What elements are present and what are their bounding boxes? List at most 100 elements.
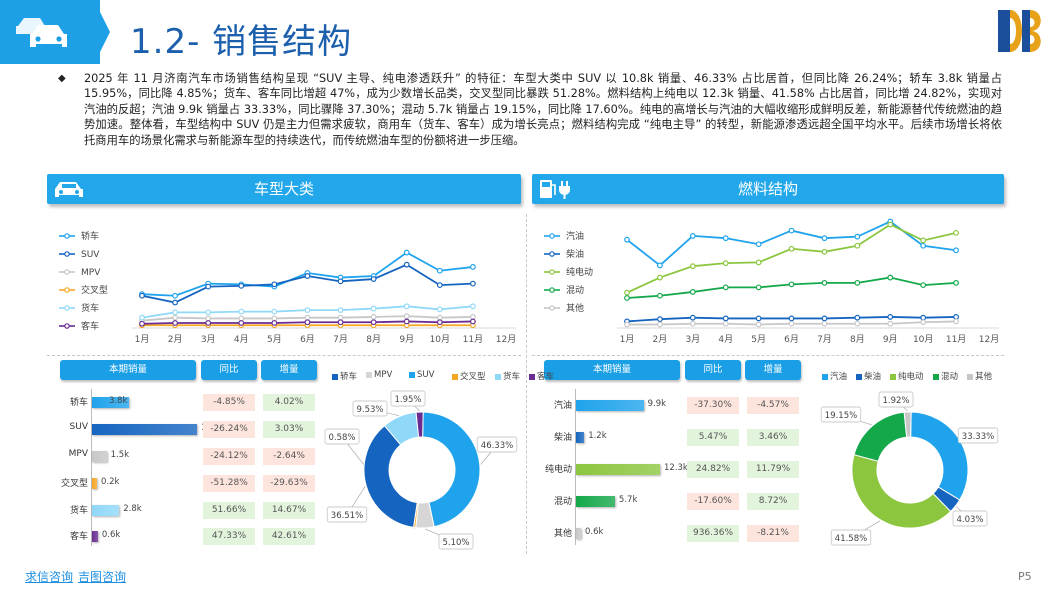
fuel-row-label: 混动 bbox=[553, 497, 572, 507]
brand-logo-icon bbox=[998, 10, 1041, 52]
vehicle-table-axis-line bbox=[91, 389, 92, 546]
fuel-donut-legend-label: 混动 bbox=[941, 372, 959, 382]
fuel-sales-bar bbox=[576, 432, 585, 443]
vehicle-line-data-point bbox=[271, 308, 278, 315]
vehicle-donut-value-label: 46.33% bbox=[481, 441, 513, 451]
bullet-icon: ◆ bbox=[58, 73, 66, 84]
fuel-bar-value-label: 1.2k bbox=[588, 431, 607, 441]
fuel-line-data-point bbox=[722, 260, 729, 267]
vehicle-yoy-cell: -24.12% bbox=[203, 448, 255, 465]
fuel-line-legend-marker bbox=[549, 233, 555, 239]
fuel-line-legend-label: 汽油 bbox=[566, 230, 584, 242]
fuel-line-data-point bbox=[657, 321, 663, 328]
fuel-bar-value-label: 0.6k bbox=[585, 527, 604, 537]
vehicle-line-data-point bbox=[271, 320, 278, 326]
footer-link-1[interactable]: 求信咨询 bbox=[25, 570, 74, 584]
table-header-sales-vehicle: 本期销量 bbox=[60, 360, 196, 380]
fuel-donut-legend-swatch bbox=[933, 373, 939, 380]
fuel-donut-legend-swatch bbox=[856, 373, 862, 380]
vehicle-mom-cell: 42.61% bbox=[263, 528, 315, 546]
fuel-donut-value-label-box bbox=[957, 427, 999, 444]
vehicle-donut-value-label: 5.10% bbox=[442, 538, 469, 548]
vehicle-yoy-cell: -51.28% bbox=[203, 474, 255, 492]
vehicle-line-data-point bbox=[139, 320, 145, 327]
vehicle-line-data-point bbox=[370, 319, 377, 326]
fuel-line-legend-marker bbox=[549, 287, 555, 293]
table-header-sales-fuel: 本期销量 bbox=[544, 360, 680, 380]
fuel-line-data-point bbox=[920, 242, 927, 249]
vehicle-line-data-point bbox=[139, 314, 145, 321]
fuel-line-x-tick-label: 4月 bbox=[718, 334, 733, 345]
vehicle-line-data-point bbox=[403, 249, 410, 256]
vehicle-donut-legend-item: 交叉型 bbox=[452, 370, 486, 382]
fuel-donut-value-label-box bbox=[830, 529, 872, 546]
vehicle-sales-bar bbox=[92, 531, 98, 543]
fuel-line-data-point bbox=[689, 263, 696, 270]
vehicle-donut-legend-label: MPV bbox=[374, 370, 393, 380]
fuel-line-data-point bbox=[788, 281, 795, 288]
vehicle-row-label: 轿车 bbox=[69, 398, 88, 409]
fuel-line-legend-label: 纯电动 bbox=[566, 266, 593, 278]
vehicle-line-legend-marker bbox=[64, 251, 70, 257]
fuel-yoy-cell: 24.82% bbox=[687, 461, 739, 478]
vehicle-line-data-point bbox=[470, 264, 476, 270]
fuel-row-label: 汽油 bbox=[553, 401, 572, 411]
vehicle-line-data-point bbox=[172, 299, 178, 306]
fuel-yoy-cell: -17.60% bbox=[687, 493, 739, 510]
fuel-line-data-point bbox=[755, 259, 762, 266]
vehicle-donut-value-label-box bbox=[324, 428, 360, 445]
fuel-donut-legend-swatch bbox=[967, 373, 973, 380]
fuel-line-data-point bbox=[920, 237, 927, 244]
vehicle-line-data-point bbox=[238, 282, 245, 289]
fuel-line-data-point bbox=[953, 247, 959, 254]
fuel-line-data-point bbox=[722, 320, 729, 327]
vehicle-line-data-point bbox=[304, 319, 311, 326]
fuel-line-x-tick-label: 8月 bbox=[850, 334, 865, 345]
vehicle-yoy-cell: 47.33% bbox=[203, 528, 255, 546]
vehicle-line-x-tick-label: 12月 bbox=[496, 334, 516, 345]
fuel-line-data-point bbox=[821, 315, 828, 322]
vehicle-line-x-tick-label: 8月 bbox=[366, 334, 381, 345]
vehicle-line-data-point bbox=[238, 315, 245, 322]
vehicle-line-legend-marker bbox=[64, 305, 70, 311]
vehicle-mom-cell: 3.03% bbox=[263, 421, 315, 439]
fuel-donut-legend-swatch bbox=[822, 373, 828, 380]
fuel-mom-cell: -8.21% bbox=[747, 525, 799, 542]
fuel-line-data-point bbox=[788, 245, 795, 252]
vehicle-line-data-point bbox=[205, 315, 212, 322]
vehicle-line-data-point bbox=[337, 278, 344, 285]
vehicle-row-label: SUV bbox=[69, 422, 88, 433]
vehicle-line-legend-marker bbox=[64, 323, 70, 329]
table-header-yoy-vehicle: 同比 bbox=[201, 360, 257, 380]
fuel-donut-legend-item: 混动 bbox=[933, 370, 958, 382]
fuel-bar-value-label: 9.9k bbox=[647, 399, 667, 409]
fuel-donut-value-label: 41.58% bbox=[835, 534, 867, 544]
table-header-mom-vehicle: 增量 bbox=[261, 360, 317, 380]
vehicle-donut-legend-label: 交叉型 bbox=[460, 372, 486, 382]
fuel-table-axis-line bbox=[575, 389, 576, 545]
fuel-line-data-point bbox=[953, 279, 959, 286]
vehicle-donut-value-label-box bbox=[390, 390, 426, 407]
fuel-line-data-point bbox=[624, 289, 630, 296]
vehicle-line-chart: 1月 2月 3月 4月 5月 6月 7月 8月 9月 10月 11月 12月 轿车 SUV MPV 交叉型货车… bbox=[59, 230, 516, 345]
vehicle-line-x-tick-label: 2月 bbox=[168, 334, 183, 345]
vehicle-line-data-point bbox=[337, 319, 344, 326]
vehicle-line-x-tick-label: 1月 bbox=[135, 334, 150, 345]
footer-link-2[interactable]: 吉图咨询 bbox=[78, 570, 127, 584]
header-chevron-icon bbox=[84, 0, 110, 64]
vehicle-line-data-point bbox=[172, 314, 178, 321]
fuel-donut-value-label-box bbox=[878, 391, 914, 408]
vehicle-donut-legend-swatch bbox=[409, 371, 415, 378]
vehicle-line-data-point bbox=[436, 282, 443, 289]
section-bar-fuel: 燃料结构 bbox=[532, 174, 1004, 204]
vehicle-line-data-point bbox=[370, 314, 377, 320]
vehicle-donut-legend-item: 货车 bbox=[495, 370, 520, 382]
fuel-donut-legend-label: 纯电动 bbox=[898, 372, 924, 382]
fuel-donut-legend-label: 柴油 bbox=[864, 372, 882, 382]
fuel-line-legend-label: 其他 bbox=[566, 302, 584, 314]
vehicle-row-label: 交叉型 bbox=[60, 478, 88, 489]
vehicle-line-data-point bbox=[172, 320, 178, 326]
fuel-line-x-tick-label: 10月 bbox=[913, 334, 933, 345]
fuel-line-legend-label: 混动 bbox=[566, 285, 584, 296]
summary-text: 2025 年 11 月济南汽车市场销售结构呈现 “SUV 主导、纯电渗透跃升” … bbox=[84, 72, 1002, 147]
